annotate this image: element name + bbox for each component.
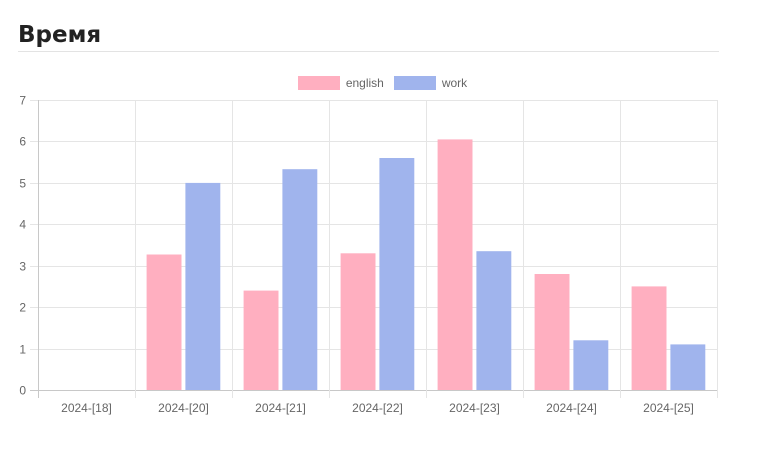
y-tick-label: 3 xyxy=(19,260,26,274)
bar-work xyxy=(282,169,318,390)
bar-work xyxy=(670,344,706,390)
chart-legend: english work xyxy=(0,76,765,90)
bar-work xyxy=(379,158,415,390)
y-tick-label: 4 xyxy=(19,218,26,232)
bar-english xyxy=(534,274,570,390)
title-divider xyxy=(18,51,719,52)
legend-swatch-english xyxy=(297,76,340,90)
legend-label-english: english xyxy=(345,76,384,90)
x-tick-label: 2024-[24] xyxy=(546,401,597,415)
bar-english xyxy=(631,286,667,390)
y-tick-label: 5 xyxy=(19,177,26,191)
legend-swatch-work xyxy=(393,76,436,90)
x-tick-label: 2024-[25] xyxy=(643,401,694,415)
y-tick-label: 1 xyxy=(19,343,26,357)
legend-label-work: work xyxy=(441,76,468,90)
bar-work xyxy=(573,340,609,390)
legend-item-work[interactable]: work xyxy=(393,76,468,90)
legend-item-english[interactable]: english xyxy=(297,76,384,90)
y-tick-label: 7 xyxy=(19,94,26,108)
y-tick-label: 2 xyxy=(19,301,26,315)
bar-english xyxy=(340,253,376,390)
x-tick-label: 2024-[20] xyxy=(158,401,209,415)
bar-english xyxy=(243,290,279,390)
x-tick-label: 2024-[22] xyxy=(352,401,403,415)
x-tick-label: 2024-[23] xyxy=(449,401,500,415)
x-tick-label: 2024-[18] xyxy=(61,401,112,415)
bar-work xyxy=(185,182,221,390)
y-tick-label: 6 xyxy=(19,135,26,149)
bar-work xyxy=(476,251,512,390)
bar-english xyxy=(437,139,473,390)
x-tick-label: 2024-[21] xyxy=(255,401,306,415)
bar-english xyxy=(146,254,182,390)
y-tick-label: 0 xyxy=(19,384,26,398)
page-title: Время xyxy=(18,22,102,48)
